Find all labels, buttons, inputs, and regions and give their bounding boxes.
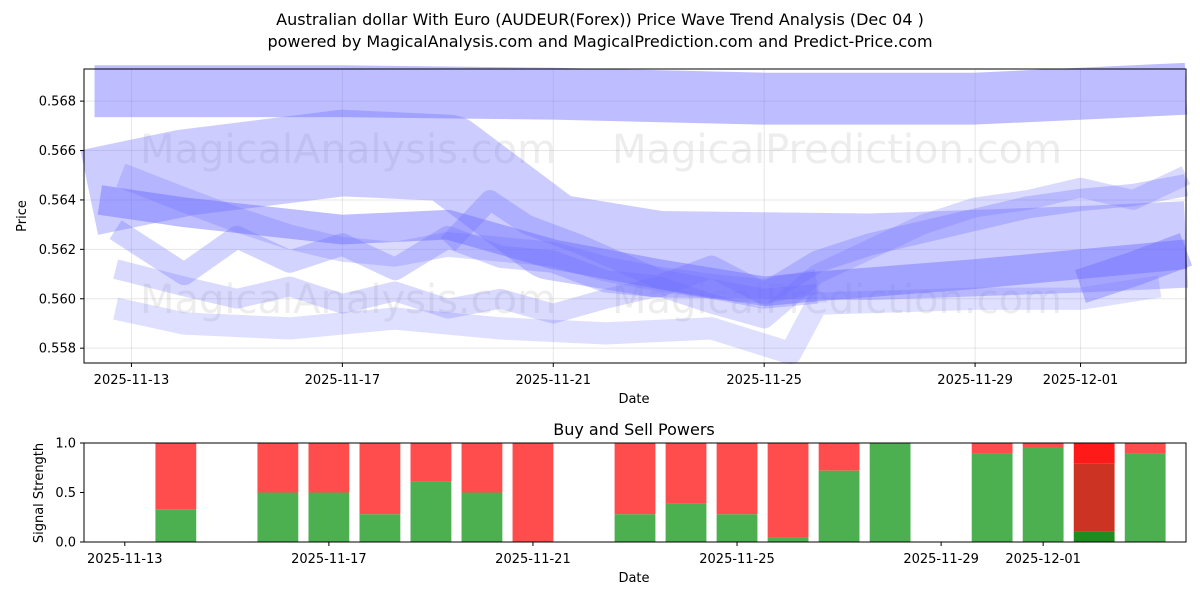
price-wave-wave-1 (94, 62, 1188, 125)
signal-x-tick-label: 2025-11-17 (291, 552, 367, 567)
signal-y-tick-label: 0.5 (55, 486, 76, 501)
signal-y-tick-label: 1.0 (55, 437, 76, 452)
buy-bar (308, 492, 350, 542)
buy-bar (1022, 447, 1064, 542)
sell-bar (257, 443, 299, 493)
buy-bar (410, 481, 452, 542)
signal-x-label: Date (618, 571, 649, 586)
price-wave-wave-4 (109, 174, 1189, 305)
sell-bar (461, 443, 503, 493)
price-y-tick-label: 0.560 (39, 292, 76, 307)
buy-bar (665, 503, 707, 542)
sell-bar (359, 443, 401, 515)
signal-bars (155, 443, 1166, 542)
signal-panel: Buy and Sell Powers 2025-11-13 2025-11-17… (32, 420, 1187, 586)
price-wave-wave-2 (80, 109, 1189, 301)
sell-bar (410, 443, 452, 482)
price-wave-wave-9 (1075, 233, 1193, 303)
signal-x-tick-label: 2025-11-13 (87, 552, 163, 567)
sell-bar (665, 443, 707, 504)
sell-bar (614, 443, 656, 515)
price-panel: 2025-11-13 2025-11-17 2025-11-21 2025-11-25… (15, 62, 1193, 407)
signal-x-tick-label: 2025-11-25 (699, 552, 775, 567)
buy-bar (1073, 531, 1115, 542)
signal-x-tick-label: 2025-11-29 (903, 552, 979, 567)
price-grid (84, 69, 1186, 363)
price-wave-wave-3 (97, 185, 1188, 307)
sell-bar (512, 443, 554, 542)
sell-bar (767, 443, 809, 538)
chart-title: Australian dollar With Euro (AUDEUR(Fore… (276, 10, 924, 29)
buy-bar (461, 492, 503, 542)
price-frame (83, 68, 1187, 364)
buy-bar (971, 453, 1013, 542)
buy-bar (614, 514, 656, 542)
buy-bar (716, 514, 758, 542)
price-x-tick-label: 2025-12-01 (1043, 373, 1119, 388)
sell-bar-mixed (1073, 463, 1115, 532)
price-y-tick-label: 0.562 (39, 243, 76, 258)
price-y-ticks: 0.558 0.560 0.562 0.564 0.566 0.568 (39, 95, 84, 357)
price-bands (80, 62, 1193, 365)
buy-bar (767, 537, 809, 542)
price-x-tick-label: 2025-11-25 (726, 373, 802, 388)
sell-bar (155, 443, 197, 510)
price-x-tick-label: 2025-11-17 (305, 373, 381, 388)
sell-bar (1022, 443, 1064, 448)
sell-bar (1124, 443, 1166, 454)
price-x-label: Date (618, 392, 649, 407)
buy-bar (818, 470, 860, 542)
price-x-ticks: 2025-11-13 2025-11-17 2025-11-21 2025-11-25… (94, 363, 1119, 388)
buy-bar (869, 443, 911, 542)
watermark-prediction-top: MagicalPrediction.com (612, 127, 1062, 173)
buy-bar (257, 492, 299, 542)
signal-x-tick-label: 2025-12-01 (1005, 552, 1081, 567)
chart-subtitle: powered by MagicalAnalysis.com and Magic… (267, 32, 933, 51)
signal-x-tick-label: 2025-11-21 (495, 552, 571, 567)
buy-bar (359, 514, 401, 542)
sell-bar (818, 443, 860, 471)
signal-y-tick-label: 0.0 (55, 536, 76, 551)
watermark-prediction-mid: MagicalPrediction.com (612, 277, 1062, 323)
price-wave-wave-7 (116, 163, 820, 304)
price-y-tick-label: 0.568 (39, 95, 76, 110)
signal-y-ticks: 0.0 0.5 1.0 (55, 437, 84, 551)
sell-bar (308, 443, 350, 493)
price-wave-wave-6 (113, 275, 1162, 365)
price-y-tick-label: 0.566 (39, 144, 76, 159)
sell-bar (971, 443, 1013, 454)
price-wave-wave-8 (440, 190, 818, 309)
sell-bar (1073, 443, 1115, 464)
price-y-label: Price (15, 200, 30, 232)
watermark-analysis-top: MagicalAnalysis.com (140, 127, 556, 173)
signal-y-label: Signal Strength (32, 443, 47, 543)
price-x-tick-label: 2025-11-13 (94, 373, 170, 388)
buy-bar (155, 509, 197, 542)
sell-bar (716, 443, 758, 515)
signal-title: Buy and Sell Powers (553, 420, 715, 439)
price-y-tick-label: 0.558 (39, 342, 76, 357)
price-y-tick-label: 0.564 (39, 193, 76, 208)
buy-bar (1124, 453, 1166, 542)
price-wave-wave-5 (113, 166, 1191, 329)
watermark-analysis-mid: MagicalAnalysis.com (140, 277, 556, 323)
price-x-tick-label: 2025-11-29 (937, 373, 1013, 388)
price-x-tick-label: 2025-11-21 (515, 373, 591, 388)
signal-x-ticks: 2025-11-13 2025-11-17 2025-11-21 2025-11-25… (87, 542, 1081, 567)
